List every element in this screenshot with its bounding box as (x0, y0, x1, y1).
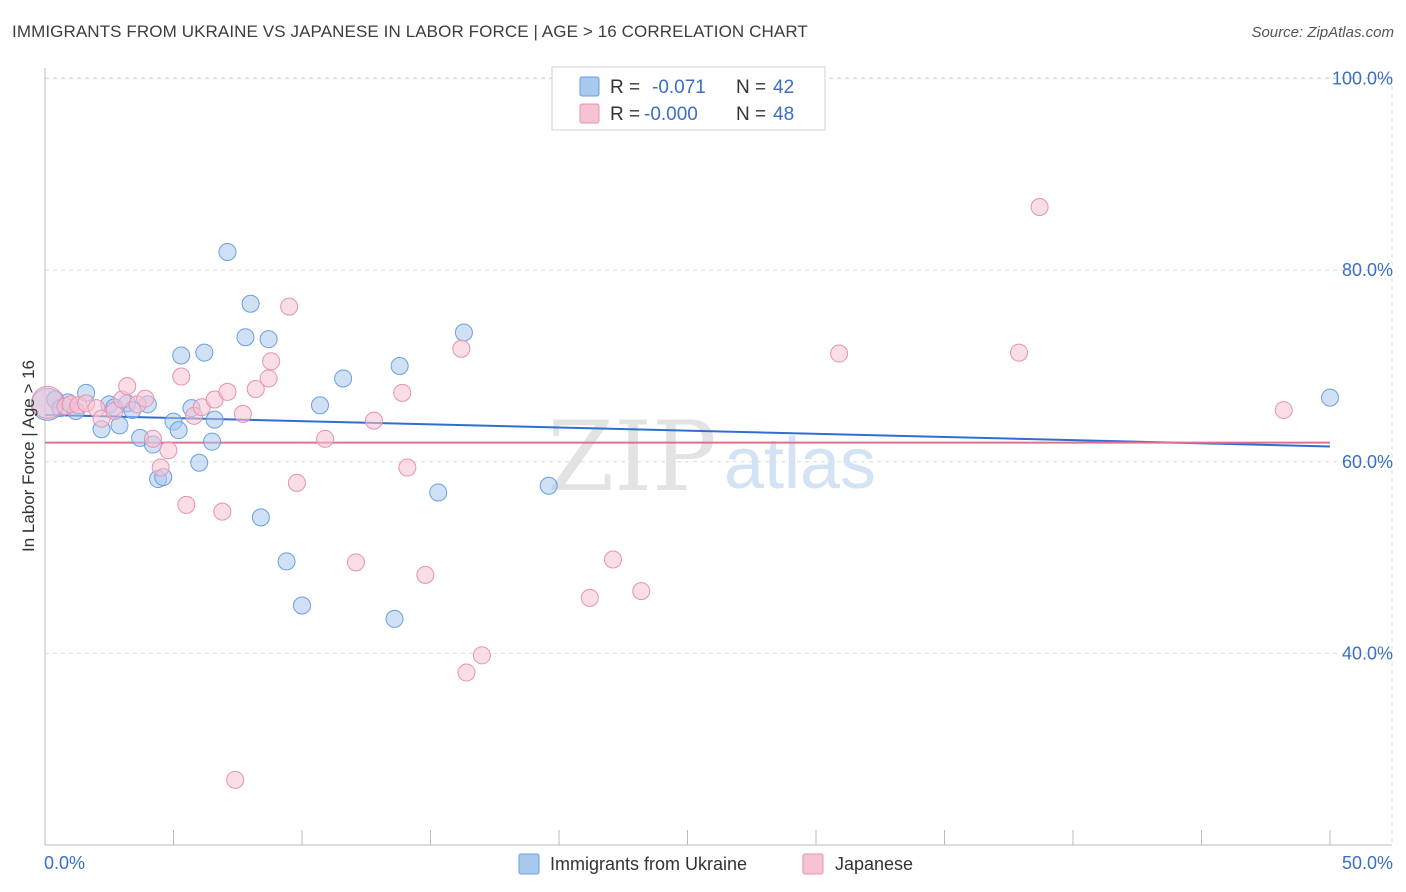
series-label-ukraine: Immigrants from Ukraine (550, 854, 747, 874)
correlation-legend: R = -0.071 N = 42 R = -0.000 N = 48 (551, 66, 826, 131)
trend-lines (44, 413, 1331, 448)
y-tick-label-3: 100.0% (1332, 69, 1393, 89)
point-ukraine-38 (539, 476, 558, 495)
point-japanese-13 (151, 458, 170, 477)
chart-title: IMMIGRANTS FROM UKRAINE VS JAPANESE IN L… (12, 22, 808, 41)
point-japanese-21 (218, 382, 237, 401)
grid-lines (45, 77, 1393, 845)
trend-line-ukraine (44, 413, 1331, 448)
series-label-japanese: Japanese (835, 854, 913, 874)
point-japanese-36 (457, 663, 476, 682)
point-ukraine-22 (195, 343, 214, 362)
point-ukraine-39 (1321, 388, 1339, 407)
point-ukraine-33 (334, 369, 353, 388)
point-japanese-41 (830, 344, 849, 363)
point-japanese-39 (603, 550, 622, 569)
point-ukraine-29 (259, 330, 278, 349)
tick-labels: 40.0% 60.0% 80.0% 100.0% 0.0% 50.0% (44, 69, 1393, 873)
y-tick-label-1: 60.0% (1342, 452, 1393, 472)
series-legend: Immigrants from Ukraine Japanese (518, 853, 913, 875)
point-japanese-22 (226, 770, 245, 789)
point-ukraine-26 (236, 328, 255, 347)
point-ukraine-25 (218, 242, 237, 261)
point-japanese-12 (143, 429, 162, 448)
point-ukraine-34 (385, 609, 404, 628)
point-ukraine-30 (277, 552, 296, 571)
point-ukraine-23 (203, 432, 222, 451)
y-tick-label-0: 40.0% (1342, 643, 1393, 663)
legend-swatch-ukraine (579, 76, 600, 97)
point-japanese-44 (1274, 401, 1293, 420)
point-japanese-42 (1010, 343, 1029, 362)
point-ukraine-19 (172, 346, 191, 365)
y-tick-label-2: 80.0% (1342, 260, 1393, 280)
point-ukraine-21 (190, 453, 209, 472)
series-swatch-japanese (802, 853, 824, 875)
point-ukraine-35 (390, 357, 409, 375)
point-ukraine-32 (310, 396, 329, 415)
point-japanese-24 (246, 379, 265, 398)
point-ukraine-18 (169, 421, 188, 440)
y-axis-title: In Labor Force | Age > 16 (19, 360, 38, 552)
x-tick-label-0: 0.0% (44, 853, 85, 873)
point-japanese-38 (580, 588, 599, 607)
legend-n-value-ukraine: 42 (773, 77, 794, 98)
source-label: Source: ZipAtlas.com (1251, 24, 1394, 41)
point-japanese-23 (233, 404, 252, 423)
point-ukraine-36 (429, 483, 448, 502)
legend-r-value-japanese: -0.000 (644, 104, 698, 125)
point-japanese-32 (393, 383, 412, 402)
point-japanese-31 (364, 411, 383, 430)
point-japanese-34 (416, 565, 435, 584)
legend-swatch-japanese (579, 103, 600, 124)
point-ukraine-24 (205, 410, 224, 429)
watermark-zip: ZIP (547, 401, 716, 513)
point-ukraine-37 (454, 323, 473, 342)
point-japanese-30 (346, 553, 365, 572)
point-ukraine-27 (241, 294, 260, 313)
point-japanese-15 (172, 367, 191, 386)
legend-n-label-ukraine: N = (736, 77, 766, 98)
point-japanese-25 (259, 369, 278, 388)
legend-n-value-japanese: 48 (773, 104, 794, 125)
point-japanese-33 (398, 458, 417, 477)
legend-r-value-ukraine: -0.071 (652, 77, 706, 98)
series-swatch-ukraine (518, 853, 540, 875)
point-japanese-35 (452, 339, 471, 358)
data-points (31, 197, 1339, 789)
point-japanese-11 (136, 389, 155, 408)
legend-r-label-japanese: R = (610, 104, 640, 125)
point-japanese-29 (316, 429, 335, 448)
legend-n-label-japanese: N = (736, 104, 766, 125)
point-ukraine-28 (251, 508, 270, 527)
point-japanese-14 (159, 441, 178, 460)
point-japanese-40 (632, 582, 651, 601)
point-japanese-20 (213, 502, 232, 521)
point-japanese-16 (177, 495, 196, 514)
point-japanese-43 (1030, 197, 1049, 216)
point-japanese-37 (472, 646, 491, 665)
legend-r-label-ukraine: R = (610, 77, 640, 98)
point-japanese-28 (287, 473, 306, 492)
point-ukraine-31 (293, 596, 311, 615)
watermark-atlas: atlas (724, 424, 876, 504)
point-japanese-9 (118, 377, 137, 396)
x-tick-label-1: 50.0% (1342, 853, 1393, 873)
watermark: ZIP atlas (547, 401, 876, 513)
axes (44, 68, 1392, 846)
point-japanese-26 (262, 352, 281, 371)
point-japanese-27 (280, 297, 299, 316)
